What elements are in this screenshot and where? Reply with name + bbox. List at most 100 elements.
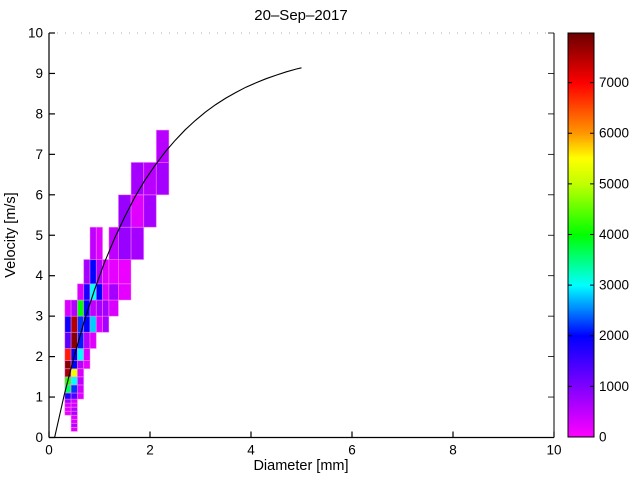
heatmap-cell (70, 406, 78, 412)
heatmap-cell (77, 392, 85, 400)
y-tick-label: 9 (35, 66, 43, 81)
heatmap-cell (89, 259, 97, 285)
heatmap-cell (102, 283, 110, 301)
heatmap-cell (70, 368, 78, 378)
axis-ticks (48, 32, 555, 439)
heatmap-cell (89, 315, 97, 333)
heatmap-cell (70, 402, 78, 408)
heatmap-cell (83, 283, 91, 301)
heatmap-cell (118, 259, 132, 285)
heatmap-cell (95, 226, 104, 260)
x-axis-label: Diameter [mm] (253, 458, 348, 474)
heatmap-cell (64, 348, 72, 362)
colorbar-tick-label: 3000 (599, 278, 629, 293)
heatmap-cell (108, 283, 119, 301)
heatmap-cell (77, 315, 85, 333)
heatmap-cell (102, 259, 110, 285)
chart-title: 20–Sep–2017 (254, 7, 347, 24)
heatmap-cell (143, 194, 157, 228)
heatmap-cell (77, 376, 85, 386)
heatmap-cell (89, 226, 97, 260)
heatmap-cell (70, 299, 78, 317)
heatmap-cell (70, 376, 78, 386)
heatmap-cell (118, 283, 132, 301)
colorbar-tick-label: 4000 (599, 227, 629, 242)
heatmap-cell (64, 406, 72, 412)
x-tick-label: 0 (45, 443, 53, 458)
heatmap-cell (83, 360, 91, 370)
heatmap-cell (102, 299, 110, 317)
heatmap-cell (95, 315, 104, 333)
heatmap-cell (95, 283, 104, 301)
heatmap-cell (118, 194, 132, 228)
colorbar-tick-label: 6000 (599, 126, 629, 141)
heatmap-cell (77, 299, 85, 317)
colorbar-tick-label: 1000 (599, 379, 629, 394)
heatmap-cell (102, 315, 110, 333)
heatmap-cell (64, 398, 72, 404)
colorbar-tick-label: 5000 (599, 176, 629, 191)
heatmap-cell (77, 368, 85, 378)
heatmap-cell (64, 360, 72, 370)
y-tick-label: 3 (35, 309, 43, 324)
y-tick-label: 2 (35, 349, 43, 364)
heatmap-cell (70, 384, 78, 394)
y-axis-label: Velocity [m/s] (3, 192, 19, 277)
heatmap-cell (64, 392, 72, 400)
colorbar-tick-label: 7000 (599, 75, 629, 90)
heatmap-cell (64, 299, 72, 317)
heatmap-cell (64, 402, 72, 408)
heatmap-cell (70, 426, 78, 432)
y-tick-label: 0 (35, 430, 43, 445)
heatmap-cell (130, 226, 145, 260)
heatmap-cell (77, 360, 85, 370)
x-tick-label: 8 (449, 443, 457, 458)
heatmap-cell (77, 283, 85, 301)
fall-speed-curve (54, 67, 302, 438)
heatmap-cell (70, 392, 78, 400)
heatmap-cell (108, 299, 119, 317)
heatmap-cell (70, 410, 78, 416)
x-tick-label: 10 (546, 443, 561, 458)
axis-tick-labels: 0 2 4 6 8 10 0 1 2 3 4 5 6 7 8 9 10 (28, 26, 562, 458)
heatmap-cell (83, 348, 91, 362)
y-tick-label: 4 (35, 268, 43, 283)
heatmap-cell (70, 315, 78, 333)
heatmap-cell (70, 331, 78, 349)
y-tick-label: 1 (35, 390, 43, 405)
heatmap-cell (64, 315, 72, 333)
heatmap-cells (64, 129, 170, 432)
heatmap-cell (130, 161, 145, 196)
y-tick-label: 8 (35, 106, 43, 121)
heatmap-cell (108, 259, 119, 285)
heatmap-cell (118, 226, 132, 260)
heatmap-cell (83, 331, 91, 349)
heatmap-cell (64, 410, 72, 416)
heatmap-cell (89, 331, 97, 349)
y-tick-label: 7 (35, 147, 43, 162)
colorbar (567, 32, 595, 438)
heatmap-cell (70, 414, 78, 420)
heatmap-cell (77, 348, 85, 362)
heatmap-cell (64, 331, 72, 349)
heatmap-cell (155, 129, 170, 163)
colorbar-tick-label: 2000 (599, 328, 629, 343)
heatmap-cell (70, 422, 78, 428)
heatmap-cell (83, 259, 91, 285)
colorbar-tick-labels: 0 1000 2000 3000 4000 5000 6000 7000 (599, 75, 629, 444)
heatmap-cell (70, 418, 78, 424)
y-tick-label: 6 (35, 187, 43, 202)
x-tick-label: 2 (146, 443, 154, 458)
heatmap-cell (77, 384, 85, 394)
x-tick-label: 6 (348, 443, 356, 458)
y-tick-label: 10 (28, 26, 43, 41)
heatmap-cell (155, 161, 170, 196)
heatmap-cell (95, 299, 104, 317)
x-tick-label: 4 (247, 443, 255, 458)
y-tick-label: 5 (35, 228, 43, 243)
heatmap-cell (70, 398, 78, 404)
colorbar-ticks (568, 82, 594, 438)
colorbar-tick-label: 0 (599, 430, 607, 445)
